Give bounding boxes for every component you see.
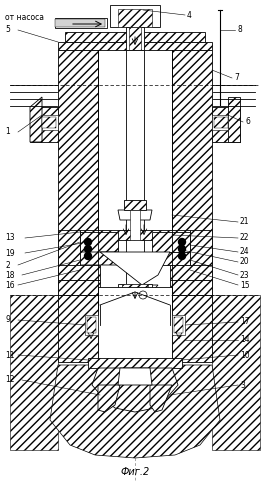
Polygon shape (58, 230, 80, 280)
Text: 2: 2 (5, 260, 10, 270)
Bar (172, 315, 185, 335)
Polygon shape (65, 32, 205, 42)
Text: 12: 12 (5, 376, 15, 384)
Polygon shape (92, 368, 178, 412)
Polygon shape (80, 252, 120, 265)
Polygon shape (58, 50, 98, 310)
Polygon shape (172, 50, 212, 310)
Text: 6: 6 (245, 118, 250, 126)
Polygon shape (58, 42, 212, 50)
Polygon shape (98, 385, 120, 412)
Text: 19: 19 (5, 248, 15, 258)
Text: 11: 11 (5, 350, 15, 360)
Polygon shape (150, 252, 190, 265)
Circle shape (178, 252, 185, 260)
Polygon shape (58, 280, 100, 295)
Polygon shape (152, 232, 190, 252)
Polygon shape (88, 358, 182, 368)
Polygon shape (228, 97, 240, 142)
Text: 14: 14 (240, 336, 250, 344)
Bar (122, 284, 148, 292)
Bar (55, 19, 105, 27)
Polygon shape (170, 265, 212, 280)
Polygon shape (118, 285, 158, 292)
Circle shape (85, 246, 92, 252)
Polygon shape (118, 210, 152, 220)
Polygon shape (190, 230, 212, 280)
Bar (98, 287, 172, 362)
Text: 23: 23 (240, 270, 250, 280)
Polygon shape (100, 252, 170, 285)
Bar (174, 317, 183, 333)
Text: 3: 3 (240, 380, 245, 390)
Bar (130, 210, 140, 240)
Circle shape (178, 246, 185, 252)
Bar (212, 115, 228, 130)
Text: 24: 24 (240, 248, 250, 256)
Text: 22: 22 (240, 234, 249, 242)
Bar (55, 18, 107, 28)
Text: 17: 17 (240, 318, 250, 326)
Text: 20: 20 (240, 258, 250, 266)
Text: 4: 4 (187, 10, 192, 20)
Text: 1: 1 (5, 126, 10, 136)
Text: от насоса: от насоса (5, 14, 44, 22)
Text: 10: 10 (240, 350, 250, 360)
Bar (42, 115, 58, 130)
Polygon shape (58, 265, 100, 280)
Text: 9: 9 (5, 316, 10, 324)
Text: 16: 16 (5, 280, 15, 289)
Bar (118, 9, 152, 27)
Polygon shape (212, 295, 260, 450)
Text: 18: 18 (5, 270, 15, 280)
Polygon shape (212, 107, 240, 142)
Circle shape (85, 252, 92, 260)
Bar (85, 315, 98, 335)
Polygon shape (124, 200, 146, 210)
Polygon shape (30, 107, 58, 142)
Text: 7: 7 (234, 74, 239, 82)
Polygon shape (58, 295, 98, 362)
Bar (118, 284, 152, 292)
Text: 21: 21 (240, 218, 249, 226)
Bar (214, 117, 228, 128)
Text: 15: 15 (240, 280, 250, 289)
Circle shape (85, 238, 92, 246)
Bar (42, 117, 56, 128)
Polygon shape (80, 232, 118, 252)
Text: 5: 5 (5, 24, 10, 34)
Polygon shape (118, 368, 152, 385)
Bar (110, 5, 160, 27)
Polygon shape (50, 365, 220, 458)
Polygon shape (172, 295, 212, 362)
Text: 13: 13 (5, 234, 15, 242)
Bar (126, 50, 144, 400)
Polygon shape (10, 295, 58, 450)
Bar (129, 27, 141, 50)
Bar (87, 317, 96, 333)
Circle shape (178, 238, 185, 246)
Text: 8: 8 (237, 26, 242, 35)
Text: Фиг.2: Фиг.2 (120, 467, 150, 477)
Polygon shape (30, 97, 42, 142)
Polygon shape (170, 280, 212, 295)
Bar (126, 27, 144, 50)
Polygon shape (150, 385, 172, 412)
Polygon shape (80, 230, 190, 240)
